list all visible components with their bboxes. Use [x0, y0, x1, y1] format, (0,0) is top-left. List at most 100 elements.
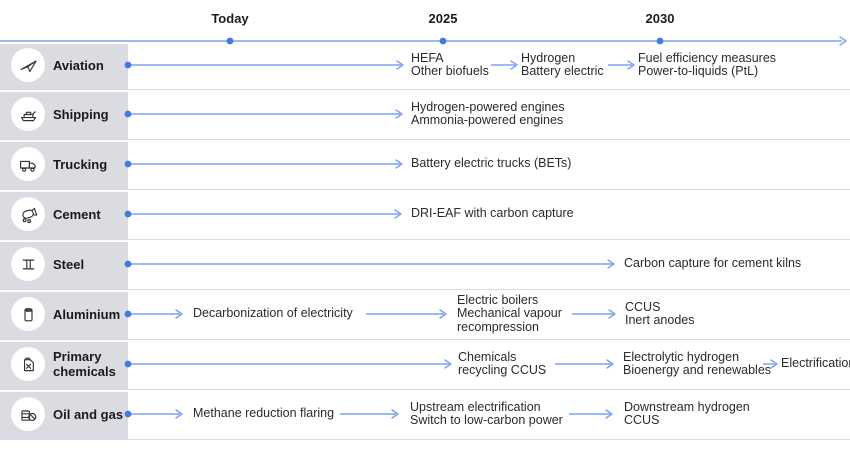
timeline-dot	[124, 110, 132, 118]
technology-label: Hydrogen Battery electric	[521, 51, 604, 79]
arrow-head-icon	[510, 60, 518, 70]
timeline-dot	[439, 37, 447, 45]
ship-icon	[20, 110, 36, 121]
sector-cement: Cement	[0, 191, 128, 239]
technology-label-line: Electrolytic hydrogen	[623, 349, 740, 364]
technology-label: Downstream hydrogen CCUS	[624, 399, 750, 428]
sector-label: Aluminium	[53, 307, 120, 322]
aluminium-can-icon	[11, 297, 45, 331]
milestone-arrow	[572, 309, 616, 319]
milestone-arrow	[124, 209, 402, 219]
technology-label-line: Mechanical vapour	[457, 306, 562, 321]
truck-icon	[19, 160, 36, 172]
sector-label-line: Shipping	[53, 106, 109, 122]
technology-label-line: Other biofuels	[411, 64, 489, 78]
technology-label-line: Downstream hydrogen	[624, 399, 750, 414]
jerry-can-icon	[11, 347, 45, 381]
technology-label: Upstream electrification Switch to low-ca…	[410, 399, 563, 428]
arrow-head-icon	[391, 409, 399, 419]
row-divider	[0, 239, 850, 240]
steel-beam-icon	[22, 259, 34, 269]
arrow-head-icon	[770, 359, 778, 369]
row-divider	[0, 89, 850, 90]
timeline-dot	[226, 37, 234, 45]
technology-label: Hydrogen-powered engines Ammonia-powered …	[411, 99, 565, 128]
technology-label-line: Hydrogen-powered engines	[411, 99, 565, 114]
milestone-arrow	[340, 409, 399, 419]
technology-label-line: Battery electric	[521, 64, 604, 78]
sector-label-line: Aluminium	[53, 306, 121, 322]
arrow-head-icon	[175, 309, 183, 319]
technology-label: Decarbonization of electricity	[193, 307, 353, 321]
arrow-head-icon	[839, 36, 847, 46]
technology-label-line: Power-to-liquids (PtL)	[638, 64, 759, 78]
arrow-head-icon	[396, 60, 404, 70]
row-divider	[0, 189, 850, 190]
timeline-dot	[124, 61, 132, 69]
technology-label-line: Battery electric trucks (BETs)	[411, 156, 572, 171]
timeline-dot	[124, 360, 132, 368]
technology-label: DRI-EAF with carbon capture	[411, 207, 574, 221]
milestone-arrow	[608, 60, 635, 70]
technology-label-line: Electrification	[781, 356, 850, 371]
sector-label-line: Steel	[53, 256, 85, 272]
sector-shipping: Shipping	[0, 91, 128, 139]
milestone-arrow	[124, 309, 183, 319]
timeline-label-today: Today	[211, 11, 249, 26]
technology-label: Fuel efficiency measures Power-to-liquids…	[638, 50, 777, 79]
airplane-icon	[19, 60, 37, 72]
row-divider	[0, 339, 850, 340]
technology-label-line: CCUS	[625, 299, 661, 314]
arrow-head-icon	[608, 309, 616, 319]
technology-label-line: Carbon capture for cement kilns	[624, 256, 802, 271]
timeline-dot	[124, 260, 132, 268]
technology-label: Electric boilers Mechanical vapour recompr…	[457, 293, 562, 335]
arrow-head-icon	[395, 109, 403, 119]
timeline-dot	[124, 210, 132, 218]
technology-label-line: Switch to low-carbon power	[410, 413, 563, 427]
row-divider	[0, 389, 850, 390]
technology-label: Chemicals recycling CCUS	[458, 350, 546, 378]
sector-aviation: Aviation	[0, 43, 128, 89]
milestone-arrow	[124, 109, 403, 119]
milestone-arrow	[124, 359, 452, 369]
sector-label: Shipping	[53, 107, 109, 122]
arrow-head-icon	[627, 60, 635, 70]
technology-label: CCUS Inert anodes	[625, 299, 695, 328]
milestone-arrow	[491, 60, 518, 70]
sector-label: Primary chemicals	[53, 349, 116, 379]
sector-aluminium: Aluminium	[0, 291, 128, 339]
timeline-dot	[124, 160, 132, 168]
technology-label-line: Methane reduction flaring	[193, 406, 335, 421]
timeline-label-2025: 2025	[428, 11, 458, 26]
technology-label-line: Ammonia-powered engines	[411, 113, 564, 127]
sector-label: Oil and gas	[53, 407, 123, 422]
airplane-icon	[11, 48, 45, 82]
timeline-dot	[656, 37, 664, 45]
milestone-arrow	[124, 409, 183, 419]
cement-mixer-icon	[11, 197, 45, 231]
sector-label-line: Cement	[53, 206, 101, 222]
sector-label: Cement	[53, 207, 101, 222]
arrow-head-icon	[395, 159, 403, 169]
row-divider	[0, 439, 850, 440]
milestone-arrow	[124, 159, 403, 169]
technology-label: Methane reduction flaring	[193, 407, 334, 421]
steel-beam-icon	[11, 247, 45, 281]
technology-label-line: Fuel efficiency measures	[638, 50, 777, 65]
arrow-head-icon	[394, 209, 402, 219]
oil-barrel-icon	[11, 397, 45, 431]
technology-label-line: Decarbonization of electricity	[193, 306, 353, 321]
timeline-dot	[124, 310, 132, 318]
technology-label-line: CCUS	[624, 413, 660, 427]
timeline-dot	[124, 410, 132, 418]
technology-label-line: recompression	[457, 319, 539, 334]
sector-steel: Steel	[0, 241, 128, 289]
technology-label-line: Upstream electrification	[410, 399, 541, 414]
oil-barrel-icon	[20, 409, 36, 421]
technology-label: HEFA Other biofuels	[411, 51, 489, 79]
arrow-head-icon	[444, 359, 452, 369]
milestone-arrow	[366, 309, 447, 319]
technology-label: Battery electric trucks (BETs)	[411, 157, 571, 171]
aluminium-can-icon	[23, 307, 33, 321]
